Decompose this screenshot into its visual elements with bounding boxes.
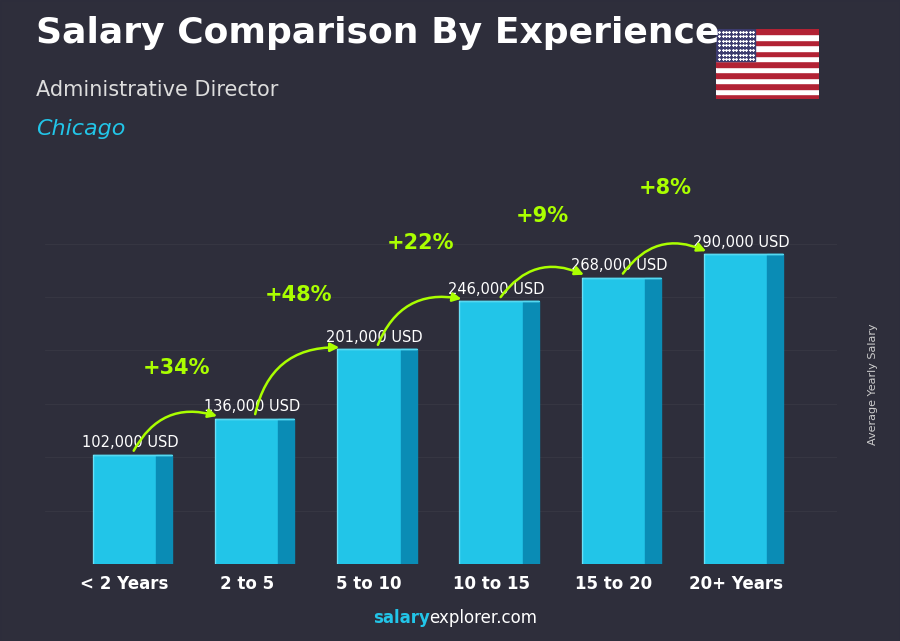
Bar: [716, 34, 819, 40]
Text: 246,000 USD: 246,000 USD: [448, 281, 544, 297]
Text: +22%: +22%: [387, 233, 454, 253]
Bar: [716, 51, 819, 56]
Bar: [716, 83, 819, 88]
Bar: [716, 88, 819, 94]
Text: Average Yearly Salary: Average Yearly Salary: [868, 324, 878, 445]
Text: 136,000 USD: 136,000 USD: [204, 399, 301, 414]
Polygon shape: [768, 254, 783, 564]
Bar: [716, 62, 819, 67]
Bar: [215, 419, 278, 564]
Bar: [716, 67, 819, 72]
Bar: [459, 301, 523, 564]
Text: +48%: +48%: [265, 285, 332, 305]
Text: salary: salary: [374, 609, 430, 627]
Text: +9%: +9%: [517, 206, 570, 226]
Bar: [93, 455, 157, 564]
Text: 201,000 USD: 201,000 USD: [326, 329, 423, 345]
Text: 290,000 USD: 290,000 USD: [693, 235, 789, 249]
Bar: [716, 56, 819, 62]
Polygon shape: [523, 301, 539, 564]
Bar: [704, 254, 768, 564]
Text: Salary Comparison By Experience: Salary Comparison By Experience: [36, 16, 719, 50]
Bar: [716, 72, 819, 78]
Text: +34%: +34%: [142, 358, 210, 378]
Bar: [716, 45, 819, 51]
Polygon shape: [278, 419, 294, 564]
Text: 268,000 USD: 268,000 USD: [571, 258, 667, 273]
Bar: [716, 78, 819, 83]
Text: +8%: +8%: [638, 178, 691, 199]
Bar: [716, 29, 819, 34]
Text: Administrative Director: Administrative Director: [36, 80, 278, 100]
Bar: [716, 94, 819, 99]
Bar: [716, 29, 755, 62]
Polygon shape: [157, 455, 172, 564]
Polygon shape: [400, 349, 417, 564]
Bar: [338, 349, 400, 564]
Text: 102,000 USD: 102,000 USD: [82, 435, 178, 451]
Text: Chicago: Chicago: [36, 119, 125, 138]
Text: explorer.com: explorer.com: [429, 609, 537, 627]
Polygon shape: [645, 278, 661, 564]
Bar: [716, 40, 819, 45]
Bar: [581, 278, 645, 564]
